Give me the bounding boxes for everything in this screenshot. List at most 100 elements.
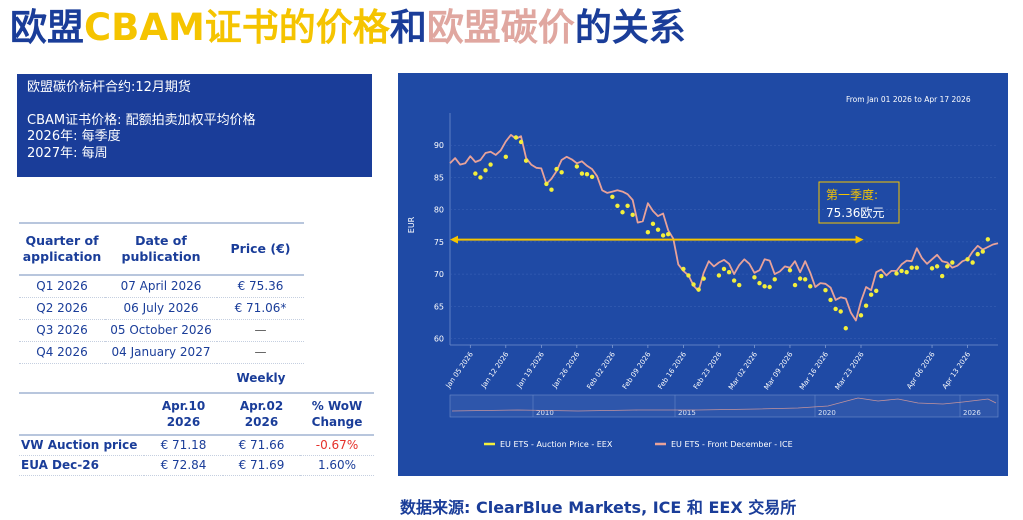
- auction-price-point: [483, 168, 488, 173]
- table-cell: Q1 2026: [19, 275, 105, 298]
- auction-price-point: [523, 158, 529, 163]
- title-part-3: 和: [389, 6, 427, 49]
- auction-price-point: [660, 233, 666, 238]
- auction-price-point: [828, 297, 833, 303]
- auction-price-point: [970, 260, 975, 265]
- table-header-row: Apr.10 2026 Apr.02 2026 % WoW Change: [19, 392, 374, 436]
- table-cell: 1.60%: [300, 455, 374, 476]
- column-header: % WoW Change: [300, 392, 374, 436]
- auction-price-point: [863, 303, 869, 308]
- annotation-arrow-left: [450, 235, 458, 244]
- date-range-label: From Jan 01 2026 to Apr 17 2026: [846, 95, 971, 104]
- auction-price-point: [808, 284, 813, 289]
- legend-label-front: EU ETS - Front December - ICE: [671, 440, 793, 449]
- column-header: Quarter of application: [19, 222, 105, 276]
- auction-price-point: [823, 288, 828, 293]
- table-cell: € 72.84: [144, 455, 223, 476]
- auction-price-point: [899, 268, 904, 274]
- auction-price-point: [904, 269, 909, 275]
- info-cbam-price-line: CBAM证书价格: 配额拍卖加权平均价格: [27, 112, 256, 128]
- auction-price-point: [879, 273, 884, 279]
- table-cell: € 75.36: [217, 275, 304, 298]
- auction-price-point: [980, 249, 985, 254]
- auction-price-point: [787, 268, 793, 273]
- info-2027-line: 2027年: 每周: [27, 145, 108, 161]
- auction-price-point: [914, 265, 920, 270]
- table-row: Q2 2026 06 July 2026 € 71.06*: [19, 297, 304, 320]
- auction-price-point: [554, 166, 559, 172]
- table-cell: 06 July 2026: [105, 297, 217, 320]
- auction-price-point: [650, 221, 656, 227]
- auction-price-point: [726, 269, 732, 275]
- x-tick-label: Mar 02 2026: [727, 350, 759, 391]
- auction-price-point: [838, 309, 843, 314]
- auction-price-point: [473, 171, 478, 176]
- table-header-row: Quarter of application Date of publicati…: [19, 222, 304, 276]
- annotation-label: 第一季度:: [826, 187, 878, 202]
- auction-price-point: [939, 273, 945, 279]
- auction-price-point: [579, 171, 585, 176]
- y-tick-label: 65: [434, 302, 444, 311]
- x-tick-label: Jan 26 2026: [550, 350, 582, 390]
- auction-price-point: [701, 276, 706, 281]
- auction-price-point: [686, 273, 691, 278]
- column-header: Price (€): [217, 222, 304, 276]
- navigator-year-label: 2015: [678, 409, 696, 417]
- auction-price-point: [909, 265, 914, 270]
- auction-price-point: [767, 284, 772, 290]
- table-row: Q4 2026 04 January 2027 —: [19, 341, 304, 364]
- column-header: Apr.10 2026: [144, 392, 223, 436]
- table-cell: Q4 2026: [19, 341, 105, 364]
- auction-price-point: [630, 212, 635, 218]
- auction-price-point: [950, 260, 955, 265]
- x-tick-label: Apr 06 2026: [905, 350, 937, 390]
- info-2026-line: 2026年: 每季度: [27, 129, 121, 144]
- auction-price-point: [615, 203, 620, 208]
- table-row: VW Auction price € 71.18 € 71.66 -0.67%: [19, 435, 374, 456]
- auction-price-point: [762, 284, 767, 289]
- quarter-price-table: Quarter of application Date of publicati…: [19, 222, 304, 364]
- row-label: EUA Dec-26: [19, 455, 144, 476]
- table-row: Q3 2026 05 October 2026 —: [19, 319, 304, 342]
- table-cell: € 71.06*: [217, 297, 304, 320]
- auction-price-point: [833, 306, 838, 312]
- auction-price-point: [858, 313, 864, 318]
- source-note: 数据来源: ClearBlue Markets, ICE 和 EEX 交易所: [400, 498, 797, 517]
- table-cell: 05 October 2026: [105, 319, 217, 342]
- table-cell: 07 April 2026: [105, 275, 217, 298]
- x-tick-label: Jan 19 2026: [515, 350, 547, 390]
- y-tick-label: 90: [434, 141, 444, 150]
- x-tick-label: Feb 02 2026: [585, 350, 617, 391]
- y-tick-label: 85: [434, 173, 444, 182]
- table-cell: —: [217, 319, 304, 342]
- column-header: Apr.02 2026: [223, 392, 300, 436]
- auction-price-point: [802, 277, 808, 282]
- x-tick-label: Feb 09 2026: [621, 350, 653, 391]
- annotation-box: [818, 181, 900, 224]
- auction-price-point: [929, 266, 935, 271]
- legend-label-auction: EU ETS - Auction Price - EEX: [500, 440, 613, 449]
- table-cell: -0.67%: [300, 435, 374, 456]
- navigator-year-label: 2026: [963, 409, 981, 417]
- auction-price-point: [589, 174, 595, 179]
- navigator-year-label: 2010: [536, 409, 554, 417]
- auction-price-point: [625, 203, 630, 208]
- x-tick-label: Feb 16 2026: [656, 350, 688, 391]
- auction-price-point: [513, 135, 519, 140]
- auction-price-point: [965, 257, 970, 262]
- auction-price-point: [645, 230, 651, 235]
- auction-price-point: [945, 264, 950, 269]
- y-tick-label: 75: [434, 238, 444, 247]
- y-axis-label: EUR: [407, 216, 416, 233]
- auction-price-point: [696, 287, 701, 292]
- info-box: 欧盟碳价标杆合约:12月期货 CBAM证书价格: 配额拍卖加权平均价格 2026…: [17, 74, 372, 177]
- auction-price-point: [478, 175, 483, 180]
- page-title: 欧盟CBAM证书的价格和欧盟碳价的关系: [10, 4, 686, 52]
- y-tick-label: 60: [434, 335, 444, 344]
- auction-price-point: [772, 277, 777, 282]
- table-cell: —: [217, 341, 304, 364]
- auction-price-point: [985, 237, 991, 242]
- auction-price-point: [752, 275, 757, 280]
- auction-price-point: [721, 266, 727, 272]
